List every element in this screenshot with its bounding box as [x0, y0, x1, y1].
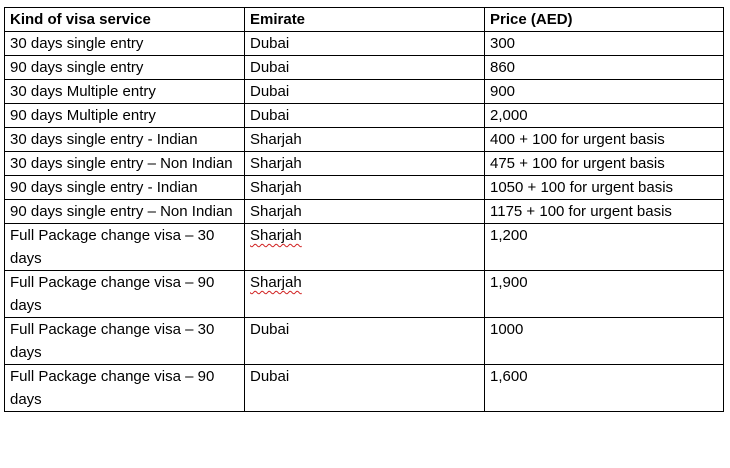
cell-service: 30 days single entry [4, 31, 245, 56]
cell-price: 1,600 [484, 364, 724, 412]
table-row: Full Package change visa – 30 days Dubai 1… [4, 317, 724, 365]
cell-emirate-text: Dubai [250, 321, 290, 338]
cell-price: 475 + 100 for urgent basis [484, 151, 724, 176]
cell-emirate: Sharjah [244, 223, 485, 271]
cell-emirate: Sharjah [244, 151, 485, 176]
cell-emirate-text: Sharjah [250, 274, 302, 291]
cell-emirate: Sharjah [244, 175, 485, 200]
cell-emirate: Dubai [244, 55, 485, 80]
header-service: Kind of visa service [4, 7, 245, 32]
cell-service: 30 days single entry - Indian [4, 127, 245, 152]
table-row: 30 days Multiple entry Dubai 900 [4, 79, 724, 104]
header-emirate: Emirate [244, 7, 485, 32]
header-price: Price (AED) [484, 7, 724, 32]
visa-price-table: Kind of visa service Emirate Price (AED)… [4, 7, 724, 412]
cell-emirate: Dubai [244, 79, 485, 104]
cell-price: 1050 + 100 for urgent basis [484, 175, 724, 200]
table-row: 90 days single entry Dubai 860 [4, 55, 724, 80]
cell-emirate-text: Dubai [250, 83, 290, 100]
cell-emirate-text: Sharjah [250, 179, 302, 196]
table-row: 90 days Multiple entry Dubai 2,000 [4, 103, 724, 128]
cell-emirate-text: Sharjah [250, 131, 302, 148]
table-header-row: Kind of visa service Emirate Price (AED) [4, 7, 724, 32]
table-row: 90 days single entry – Non Indian Sharjah… [4, 199, 724, 224]
table-row: Full Package change visa – 90 days Sharja… [4, 270, 724, 318]
cell-emirate-text: Dubai [250, 107, 290, 124]
table-row: 30 days single entry - Indian Sharjah 400 … [4, 127, 724, 152]
table-body: 30 days single entry Dubai 300 90 days sing… [4, 31, 724, 412]
cell-service: Full Package change visa – 90 days [4, 364, 245, 412]
cell-price: 300 [484, 31, 724, 56]
cell-service: 90 days single entry – Non Indian [4, 199, 245, 224]
cell-emirate: Dubai [244, 317, 485, 365]
cell-service: Full Package change visa – 30 days [4, 223, 245, 271]
cell-emirate: Dubai [244, 364, 485, 412]
cell-service: Full Package change visa – 30 days [4, 317, 245, 365]
cell-price: 1000 [484, 317, 724, 365]
cell-service: 90 days single entry [4, 55, 245, 80]
cell-emirate-text: Sharjah [250, 155, 302, 172]
cell-price: 400 + 100 for urgent basis [484, 127, 724, 152]
table-row: Full Package change visa – 90 days Dubai 1… [4, 364, 724, 412]
table-row: 30 days single entry Dubai 300 [4, 31, 724, 56]
cell-emirate-text: Dubai [250, 59, 290, 76]
cell-price: 1,200 [484, 223, 724, 271]
cell-emirate: Dubai [244, 103, 485, 128]
table-row: 90 days single entry - Indian Sharjah 1050… [4, 175, 724, 200]
cell-service: 90 days Multiple entry [4, 103, 245, 128]
cell-price: 860 [484, 55, 724, 80]
visa-price-table-container: Kind of visa service Emirate Price (AED)… [4, 7, 724, 412]
cell-service: 90 days single entry - Indian [4, 175, 245, 200]
cell-emirate-text: Dubai [250, 35, 290, 52]
cell-service: Full Package change visa – 90 days [4, 270, 245, 318]
cell-price: 1175 + 100 for urgent basis [484, 199, 724, 224]
cell-service: 30 days single entry – Non Indian [4, 151, 245, 176]
cell-emirate-text: Dubai [250, 368, 290, 385]
cell-emirate: Sharjah [244, 270, 485, 318]
cell-emirate: Dubai [244, 31, 485, 56]
cell-emirate-text: Sharjah [250, 227, 302, 244]
cell-service: 30 days Multiple entry [4, 79, 245, 104]
cell-price: 1,900 [484, 270, 724, 318]
cell-emirate: Sharjah [244, 127, 485, 152]
cell-price: 2,000 [484, 103, 724, 128]
cell-emirate: Sharjah [244, 199, 485, 224]
cell-price: 900 [484, 79, 724, 104]
cell-emirate-text: Sharjah [250, 203, 302, 220]
table-row: Full Package change visa – 30 days Sharja… [4, 223, 724, 271]
table-row: 30 days single entry – Non Indian Sharjah… [4, 151, 724, 176]
